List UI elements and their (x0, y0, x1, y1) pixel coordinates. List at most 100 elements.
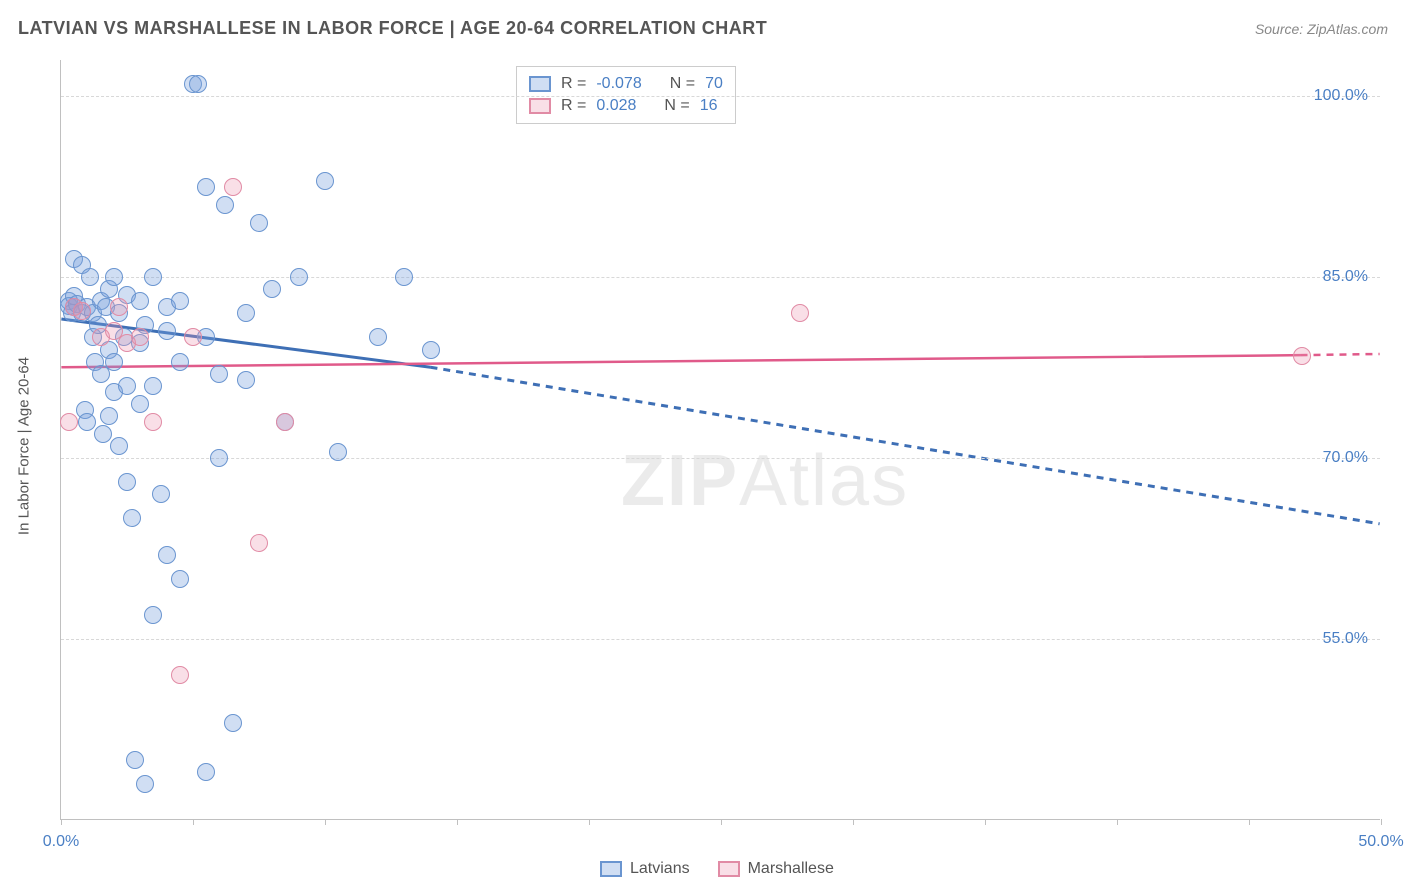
scatter-point (197, 763, 215, 781)
trend-line-dashed (430, 367, 1379, 524)
gridline (61, 639, 1380, 640)
scatter-point (210, 365, 228, 383)
scatter-point (100, 407, 118, 425)
trend-line-dashed (1301, 354, 1380, 355)
legend-item: Latvians (600, 860, 690, 878)
scatter-point (316, 172, 334, 190)
scatter-point (250, 214, 268, 232)
scatter-point (422, 341, 440, 359)
x-tick-label: 50.0% (1358, 833, 1403, 851)
scatter-point (276, 413, 294, 431)
chart-source: Source: ZipAtlas.com (1255, 21, 1388, 37)
scatter-point (224, 178, 242, 196)
x-tick (589, 819, 590, 825)
scatter-point (395, 268, 413, 286)
legend-label: Latvians (630, 860, 690, 878)
scatter-point (126, 751, 144, 769)
r-label: R = (561, 75, 586, 93)
n-value: 16 (700, 97, 718, 115)
x-tick (193, 819, 194, 825)
scatter-point (144, 413, 162, 431)
scatter-point (60, 413, 78, 431)
watermark-suffix: Atlas (739, 441, 909, 521)
legend-swatch (600, 861, 622, 877)
n-label: N = (670, 75, 695, 93)
series-legend: Latvians Marshallese (600, 860, 834, 878)
scatter-point (210, 449, 228, 467)
trend-line-solid (61, 355, 1300, 367)
scatter-point (224, 714, 242, 732)
correlation-legend-row: R = -0.078 N = 70 (529, 73, 723, 95)
scatter-point (94, 425, 112, 443)
scatter-point (110, 437, 128, 455)
scatter-point (237, 371, 255, 389)
scatter-point (791, 304, 809, 322)
y-axis-label: In Labor Force | Age 20-64 (16, 357, 33, 535)
scatter-point (118, 377, 136, 395)
scatter-point (81, 268, 99, 286)
scatter-point (73, 302, 91, 320)
watermark: ZIPAtlas (621, 440, 909, 522)
y-tick-label: 70.0% (1323, 449, 1368, 467)
scatter-point (197, 178, 215, 196)
x-tick (985, 819, 986, 825)
legend-label: Marshallese (748, 860, 834, 878)
r-label: R = (561, 97, 586, 115)
scatter-point (329, 443, 347, 461)
scatter-point (250, 534, 268, 552)
plot-area: ZIPAtlas R = -0.078 N = 70 R = 0.028 N = 16 5… (60, 60, 1380, 820)
scatter-point (171, 292, 189, 310)
scatter-point (144, 606, 162, 624)
scatter-point (110, 298, 128, 316)
scatter-point (171, 666, 189, 684)
scatter-point (123, 509, 141, 527)
scatter-point (144, 377, 162, 395)
trend-lines-svg (61, 60, 1380, 819)
y-tick-label: 85.0% (1323, 268, 1368, 286)
scatter-point (131, 292, 149, 310)
scatter-point (118, 473, 136, 491)
x-tick (1249, 819, 1250, 825)
scatter-point (158, 322, 176, 340)
legend-item: Marshallese (718, 860, 834, 878)
scatter-point (105, 353, 123, 371)
scatter-point (184, 328, 202, 346)
legend-swatch (529, 98, 551, 114)
n-label: N = (664, 97, 689, 115)
scatter-point (131, 395, 149, 413)
y-tick-label: 55.0% (1323, 630, 1368, 648)
scatter-point (171, 353, 189, 371)
x-tick (61, 819, 62, 825)
correlation-legend-row: R = 0.028 N = 16 (529, 95, 723, 117)
x-tick (325, 819, 326, 825)
x-tick-label: 0.0% (43, 833, 79, 851)
scatter-point (1293, 347, 1311, 365)
x-tick (721, 819, 722, 825)
x-tick (1381, 819, 1382, 825)
r-value: 0.028 (596, 97, 636, 115)
scatter-point (171, 570, 189, 588)
x-tick (1117, 819, 1118, 825)
scatter-point (189, 75, 207, 93)
gridline (61, 458, 1380, 459)
scatter-point (136, 775, 154, 793)
gridline (61, 96, 1380, 97)
scatter-point (290, 268, 308, 286)
scatter-point (158, 546, 176, 564)
scatter-point (237, 304, 255, 322)
legend-swatch (718, 861, 740, 877)
r-value: -0.078 (596, 75, 641, 93)
scatter-point (216, 196, 234, 214)
scatter-point (131, 328, 149, 346)
scatter-point (144, 268, 162, 286)
scatter-point (78, 413, 96, 431)
y-tick-label: 100.0% (1314, 87, 1368, 105)
chart-header: LATVIAN VS MARSHALLESE IN LABOR FORCE | … (18, 18, 1388, 39)
n-value: 70 (705, 75, 723, 93)
x-tick (853, 819, 854, 825)
x-tick (457, 819, 458, 825)
chart-title: LATVIAN VS MARSHALLESE IN LABOR FORCE | … (18, 18, 767, 39)
scatter-point (369, 328, 387, 346)
correlation-legend: R = -0.078 N = 70 R = 0.028 N = 16 (516, 66, 736, 124)
watermark-prefix: ZIP (621, 441, 739, 521)
